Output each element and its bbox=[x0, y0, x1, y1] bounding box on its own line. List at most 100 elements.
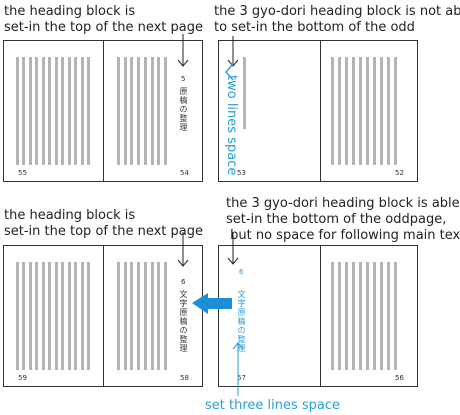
heading-text: 文字原稿の整理 bbox=[237, 290, 246, 353]
text-line-bar bbox=[61, 262, 65, 370]
text-lines-right-page bbox=[117, 57, 167, 165]
text-line-bar bbox=[359, 57, 362, 165]
text-line-bar bbox=[28, 57, 32, 165]
left-arrow-icon bbox=[225, 63, 234, 81]
text-line-bar bbox=[48, 262, 52, 370]
up-arrow-icon bbox=[232, 342, 244, 396]
spine bbox=[320, 246, 321, 386]
text-line-bar bbox=[28, 262, 32, 370]
text-line-bar bbox=[150, 57, 154, 165]
heading-number: 6 bbox=[239, 268, 244, 276]
text-line-bar bbox=[345, 262, 348, 370]
text-line-bar bbox=[394, 262, 397, 370]
text-line-bar bbox=[35, 57, 39, 165]
text-line-bar bbox=[54, 57, 58, 165]
spine bbox=[103, 246, 104, 386]
text-line-bar bbox=[16, 262, 19, 370]
text-line-bar bbox=[41, 262, 45, 370]
caption-bottom-left: the heading block is set-in the top of t… bbox=[4, 208, 203, 239]
text-line-bar bbox=[137, 262, 141, 370]
down-arrow-icon bbox=[227, 232, 239, 265]
text-line-bar bbox=[359, 262, 362, 370]
text-line-bar bbox=[366, 57, 369, 165]
caption-top-left: the heading block is set-in the top of t… bbox=[4, 4, 203, 35]
text-line-bar bbox=[74, 262, 78, 370]
text-line-bar bbox=[61, 57, 65, 165]
page-number-left: 57 bbox=[237, 374, 246, 382]
text-line-bar bbox=[16, 57, 19, 165]
down-arrow-icon bbox=[177, 34, 189, 67]
text-line-bar bbox=[22, 57, 26, 165]
text-line-bar bbox=[67, 57, 71, 165]
text-line-bar bbox=[143, 262, 147, 370]
heading-text: 原稿の整理 bbox=[179, 87, 188, 132]
text-line-bar bbox=[80, 57, 84, 165]
text-line-bar bbox=[366, 262, 369, 370]
text-line-bar bbox=[373, 262, 376, 370]
text-line-bar bbox=[164, 57, 167, 165]
text-line-bar bbox=[67, 262, 71, 370]
page-number-right: 52 bbox=[395, 169, 404, 177]
text-line-bar bbox=[331, 57, 334, 165]
spread-bottom-left: 6 文字原稿の整理 59 58 bbox=[3, 245, 203, 387]
text-lines-right-page bbox=[331, 262, 397, 370]
spine bbox=[103, 41, 104, 181]
text-line-bar bbox=[164, 262, 167, 370]
text-line-bar bbox=[80, 262, 84, 370]
text-line-bar bbox=[123, 262, 127, 370]
text-line-bar bbox=[117, 262, 120, 370]
text-line-bar bbox=[150, 262, 154, 370]
text-line-bar bbox=[387, 57, 390, 165]
down-arrow-icon bbox=[177, 232, 189, 267]
text-line-bar bbox=[87, 57, 90, 165]
text-line-bar bbox=[74, 57, 78, 165]
text-line-bar bbox=[35, 262, 39, 370]
text-line-bar bbox=[380, 262, 383, 370]
text-line-bar bbox=[143, 57, 147, 165]
text-line-bar bbox=[157, 262, 161, 370]
spread-top-left: 5 原稿の整理 55 54 bbox=[3, 40, 203, 182]
page-number-left: 59 bbox=[18, 374, 27, 382]
spread-bottom-right: 6 文字原稿の整理 57 56 bbox=[218, 245, 418, 387]
heading-text: 文字原稿の整理 bbox=[179, 290, 188, 353]
page-number-right: 58 bbox=[180, 374, 189, 382]
text-line-bar bbox=[87, 262, 90, 370]
text-line-bar bbox=[123, 57, 127, 165]
text-line-bar bbox=[338, 262, 341, 370]
text-line-bar bbox=[352, 262, 355, 370]
set-three-lines-space-label: set three lines space bbox=[205, 398, 341, 413]
page-number-left: 55 bbox=[18, 169, 27, 177]
text-line-bar bbox=[137, 57, 141, 165]
text-lines-left-page bbox=[243, 57, 246, 129]
spread-top-right: 53 52 bbox=[218, 40, 418, 182]
text-line-bar bbox=[373, 57, 376, 165]
text-line-bar bbox=[22, 262, 26, 370]
text-line-bar bbox=[345, 57, 348, 165]
text-line-bar bbox=[352, 57, 355, 165]
block-arrow-left-icon bbox=[192, 293, 232, 314]
text-line-bar bbox=[380, 57, 383, 165]
text-line-bar bbox=[387, 262, 390, 370]
text-lines-right-page bbox=[117, 262, 167, 370]
down-arrow-icon bbox=[227, 36, 239, 67]
heading-number: 5 bbox=[181, 75, 186, 83]
text-line-bar bbox=[41, 57, 45, 165]
text-line-bar bbox=[48, 57, 52, 165]
spine bbox=[320, 41, 321, 181]
text-lines-left-page bbox=[16, 262, 90, 370]
page-number-right: 54 bbox=[180, 169, 189, 177]
caption-bottom-right: the 3 gyo-dori heading block is able to … bbox=[226, 196, 460, 243]
text-line-bar bbox=[117, 57, 120, 165]
text-lines-right-page bbox=[331, 57, 397, 165]
text-line-bar bbox=[130, 57, 134, 165]
caption-top-right: the 3 gyo-dori heading block is not able… bbox=[214, 4, 460, 35]
text-line-bar bbox=[331, 262, 334, 370]
text-line-bar bbox=[338, 57, 341, 165]
page-number-left: 53 bbox=[237, 169, 246, 177]
text-line-bar bbox=[394, 57, 397, 165]
text-line-bar bbox=[157, 57, 161, 165]
text-lines-left-page bbox=[16, 57, 90, 165]
page-number-right: 56 bbox=[395, 374, 404, 382]
text-line-bar bbox=[54, 262, 58, 370]
